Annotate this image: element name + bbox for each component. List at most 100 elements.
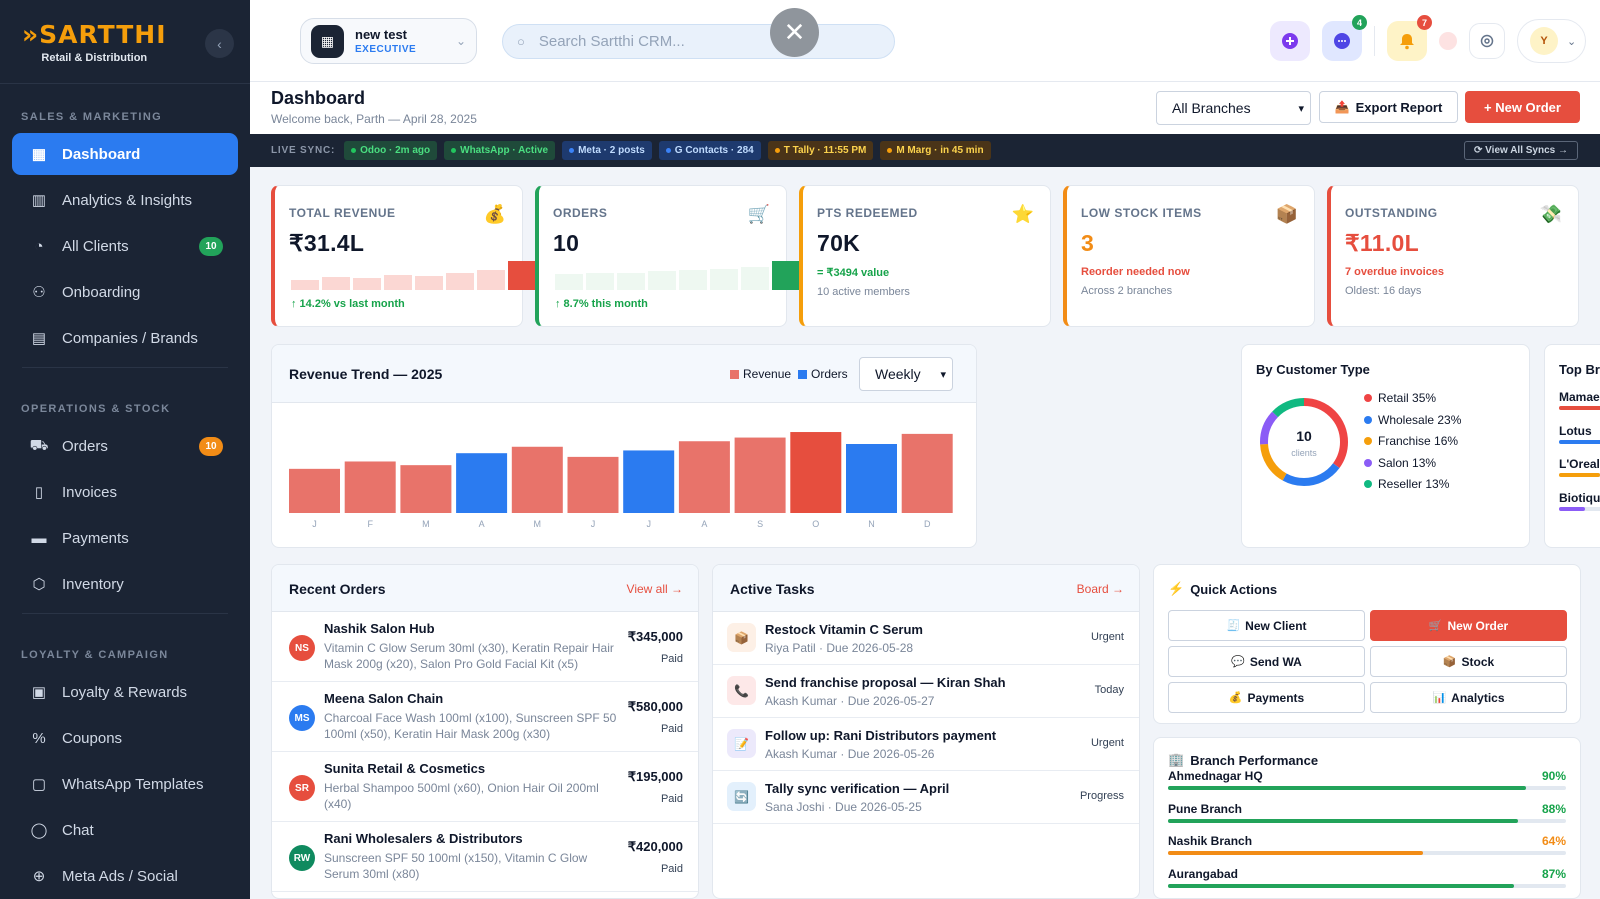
view-all-syncs-button[interactable]: ⟳ View All Syncs → — [1464, 141, 1578, 160]
revenue-bar[interactable] — [623, 450, 675, 513]
sidebar-item-inventory[interactable]: ⬡ Inventory — [12, 563, 238, 605]
period-select[interactable]: Weekly ▾ — [859, 357, 953, 391]
kpi-sparkbar — [617, 273, 645, 290]
order-row[interactable]: SR Sunita Retail & Cosmetics Herbal Shampo… — [272, 752, 698, 822]
branch-select[interactable]: All Branches ▾ — [1156, 91, 1311, 125]
task-row[interactable]: 📞 Send franchise proposal — Kiran Shah Aka… — [713, 665, 1139, 718]
notifications-button[interactable]: 7 — [1387, 15, 1432, 61]
kpi-card[interactable]: ORDERS 🛒 10 ↑ 8.7% this month — [535, 185, 800, 327]
brand-row[interactable]: Biotique₹3.1L — [1559, 491, 1600, 521]
sync-chip-label: Odoo · 2m ago — [360, 145, 431, 156]
kpi-value: 10 — [553, 230, 580, 256]
view-all-orders-link[interactable]: View all → — [626, 582, 683, 596]
quick-action-new-order-button[interactable]: 🛒 New Order — [1370, 610, 1567, 641]
sidebar-item-meta-ads-social[interactable]: ⊕ Meta Ads / Social — [12, 855, 238, 897]
quick-action-analytics-button[interactable]: 📊 Analytics — [1370, 682, 1567, 713]
board-link[interactable]: Board → — [1076, 582, 1124, 596]
revenue-bar[interactable] — [567, 456, 619, 513]
revenue-bar[interactable] — [289, 468, 340, 513]
branch-row[interactable]: Ahmednagar HQ 90% — [1168, 769, 1566, 797]
quick-action-payments-button[interactable]: 💰 Payments — [1168, 682, 1365, 713]
task-row[interactable]: 📝 Follow up: Rani Distributors payment Aka… — [713, 718, 1139, 771]
revenue-bar[interactable] — [511, 446, 563, 513]
brand-name: Biotique — [1559, 490, 1600, 505]
order-amount: ₹580,000 — [627, 699, 683, 714]
revenue-bar[interactable] — [901, 433, 953, 513]
sidebar-item-analytics-insights[interactable]: ▥ Analytics & Insights — [12, 179, 238, 221]
branch-name: Nashik Branch — [1168, 834, 1253, 848]
sidebar-item-label: Coupons — [62, 729, 123, 747]
kpi-card[interactable]: LOW STOCK ITEMS 📦 3 Reorder needed now Acros… — [1063, 185, 1315, 327]
task-row[interactable]: 🔄 Tally sync verification — April Sana Jos… — [713, 771, 1139, 824]
task-tag: Today — [1094, 684, 1124, 696]
sidebar-item-invoices[interactable]: ▯ Invoices — [12, 471, 238, 513]
sidebar-item-loyalty-rewards[interactable]: ▣ Loyalty & Rewards — [12, 671, 238, 713]
sync-chip[interactable]: G Contacts · 284 — [658, 141, 761, 160]
sidebar-item-payments[interactable]: ▬ Payments — [12, 517, 238, 559]
add-icon[interactable] — [1270, 21, 1310, 61]
message-icon — [1334, 33, 1350, 49]
search-input[interactable]: ○ Search Sartthi CRM... — [502, 24, 895, 59]
close-icon[interactable]: ✕ — [770, 8, 819, 57]
donut-segment[interactable] — [1260, 398, 1348, 486]
brand-row[interactable]: Lotus₹10.1L — [1559, 424, 1600, 454]
order-row[interactable]: MS Meena Salon Chain Charcoal Face Wash 10… — [272, 682, 698, 752]
quick-action-stock-button[interactable]: 📦 Stock — [1370, 646, 1567, 677]
revenue-bar[interactable] — [400, 465, 452, 513]
kpi-card[interactable]: OUTSTANDING 💸 ₹11.0L 7 overdue invoices Olde… — [1327, 185, 1579, 327]
brand-row[interactable]: L'Oreal₹5.0L — [1559, 457, 1600, 487]
active-tasks-title: Active Tasks — [730, 581, 815, 597]
order-row[interactable]: NS Nashik Salon Hub Vitamin C Glow Serum 3… — [272, 612, 698, 682]
revenue-bar[interactable] — [678, 441, 730, 513]
sync-chip-label: M Marg · in 45 min — [896, 145, 984, 156]
sidebar-item-all-clients[interactable]: ◔ All Clients 10 — [12, 225, 238, 267]
revenue-bar[interactable] — [344, 461, 396, 513]
task-row[interactable]: 📦 Restock Vitamin C Serum Riya Patil · Due… — [713, 612, 1139, 665]
sidebar-item-label: Chat — [62, 821, 94, 839]
revenue-bar[interactable] — [846, 444, 897, 513]
sidebar-item-coupons[interactable]: % Coupons — [12, 717, 238, 759]
legend-item: Reseller 13% — [1364, 477, 1449, 491]
brand-row[interactable]: Mamaearth₹13.2L — [1559, 390, 1600, 420]
branch-row[interactable]: Pune Branch 88% — [1168, 802, 1566, 830]
search-icon: ○ — [517, 34, 525, 49]
sidebar-item-companies-brands[interactable]: ▤ Companies / Brands — [12, 317, 238, 359]
kpi-card[interactable]: TOTAL REVENUE 💰 ₹31.4L ↑ 14.2% vs last mont… — [271, 185, 536, 327]
branch-row[interactable]: Aurangabad 87% — [1168, 867, 1566, 895]
donut-segment[interactable] — [1260, 398, 1348, 486]
quick-action-send-wa-button[interactable]: 💬 Send WA — [1168, 646, 1365, 677]
collapse-sidebar-button[interactable]: ‹ — [205, 29, 234, 58]
donut-segment[interactable] — [1260, 398, 1348, 486]
sync-chip[interactable]: Meta · 2 posts — [562, 141, 652, 160]
chevron-down-icon: ▾ — [940, 368, 946, 381]
branch-percent: 90% — [1541, 769, 1566, 783]
export-report-button[interactable]: 📤 Export Report — [1319, 91, 1458, 123]
branch-row[interactable]: Nashik Branch 64% — [1168, 834, 1566, 862]
revenue-bar[interactable] — [734, 437, 786, 513]
sidebar-item-onboarding[interactable]: ⚇ Onboarding — [12, 271, 238, 313]
kpi-card[interactable]: PTS REDEEMED ⭐ 70K = ₹3494 value 10 active m… — [799, 185, 1051, 327]
sidebar-item-dashboard[interactable]: ▦ Dashboard — [12, 133, 238, 175]
order-row[interactable]: RW Rani Wholesalers & Distributors Sunscre… — [272, 822, 698, 892]
revenue-bar[interactable] — [456, 453, 508, 513]
messages-button[interactable]: 4 — [1322, 15, 1367, 61]
sidebar-item-whatsapp-templates[interactable]: ▢ WhatsApp Templates — [12, 763, 238, 805]
user-menu[interactable]: Y ⌄ — [1517, 19, 1586, 63]
quick-action-new-client-button[interactable]: 🧾 New Client — [1168, 610, 1365, 641]
revenue-trend-card: Revenue Trend — 2025 Revenue Orders Week… — [271, 344, 977, 548]
workspace-switcher[interactable]: ▦ new test EXECUTIVE ⌄ — [300, 18, 477, 64]
x-tick-label: J — [646, 519, 651, 529]
sidebar: »SARTTHI Retail & Distribution ‹ SALES &… — [0, 0, 250, 899]
logo[interactable]: »SARTTHI Retail & Distribution — [22, 20, 167, 64]
sync-chip[interactable]: M Marg · in 45 min — [880, 141, 991, 160]
sync-chip[interactable]: WhatsApp · Active — [444, 141, 556, 160]
sidebar-item-chat[interactable]: ◯ Chat — [12, 809, 238, 851]
order-client-name: Meena Salon Chain — [324, 691, 444, 706]
sync-chip[interactable]: T Tally · 11:55 PM — [767, 141, 874, 160]
revenue-bar[interactable] — [790, 432, 842, 513]
new-order-button[interactable]: + New Order — [1465, 91, 1580, 123]
sync-chip[interactable]: Odoo · 2m ago — [344, 141, 438, 160]
settings-button[interactable] — [1469, 23, 1505, 59]
section-gap — [0, 415, 250, 423]
sidebar-item-orders[interactable]: ⛟ Orders 10 — [12, 425, 238, 467]
